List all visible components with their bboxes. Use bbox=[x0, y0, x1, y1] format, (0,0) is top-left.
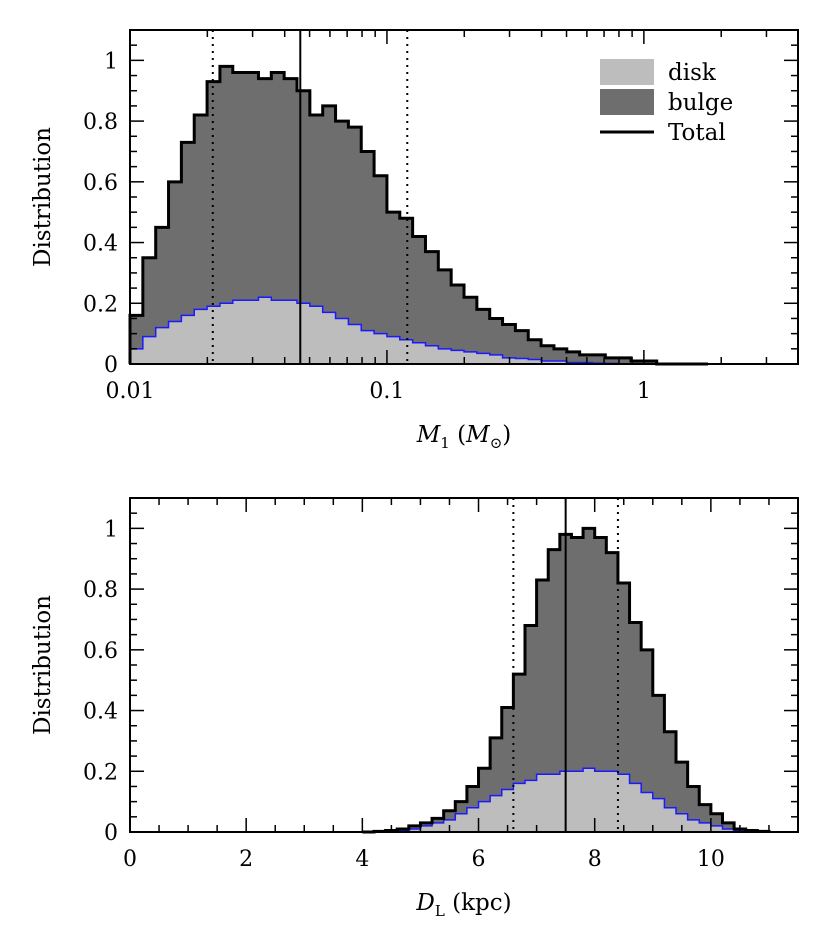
y-tick-label-1: 0.4 bbox=[83, 700, 118, 725]
y-tick-label-1: 0.8 bbox=[83, 578, 118, 603]
x-tick-label-0: 1 bbox=[637, 379, 651, 404]
y-tick-label-1: 0 bbox=[104, 821, 118, 846]
x-tick-label-0: 0.1 bbox=[369, 379, 404, 404]
y-tick-label-0: 0 bbox=[104, 353, 118, 378]
x-axis-label-0: M1 (M⊙) bbox=[416, 422, 512, 452]
total-outline-1 bbox=[362, 526, 771, 834]
y-tick-label-1: 0.6 bbox=[83, 639, 118, 664]
y-tick-label-1: 1 bbox=[104, 517, 118, 542]
bulge-area-0 bbox=[130, 66, 709, 364]
legend-label-total: Total bbox=[668, 120, 726, 146]
legend-swatch-bulge bbox=[600, 89, 654, 115]
x-tick-label-1: 4 bbox=[355, 847, 369, 872]
x-tick-label-1: 0 bbox=[123, 847, 137, 872]
disk-area-0 bbox=[130, 297, 709, 364]
legend-swatch-disk bbox=[600, 59, 654, 85]
x-axis-label-1: DL (kpc) bbox=[415, 890, 511, 920]
total-outline-0 bbox=[128, 64, 709, 366]
y-tick-label-1: 0.2 bbox=[83, 760, 118, 785]
legend-label-disk: disk bbox=[668, 60, 717, 86]
top-panel-mass: 0 0.2 0.4 0.6 0.8 1 0.01 0.1 1 Distribution M1 (M⊙… bbox=[30, 29, 799, 452]
x-tick-label-0: 0.01 bbox=[106, 379, 155, 404]
y-tick-label-0: 0.2 bbox=[83, 292, 118, 317]
y-tick-label-0: 0.8 bbox=[83, 110, 118, 135]
y-tick-label-0: 0.4 bbox=[83, 232, 118, 257]
legend-label-bulge: bulge bbox=[668, 90, 733, 116]
x-tick-label-1: 8 bbox=[588, 847, 602, 872]
plot-frame-1 bbox=[129, 497, 799, 833]
y-tick-label-0: 1 bbox=[104, 49, 118, 74]
x-tick-label-1: 10 bbox=[697, 847, 725, 872]
x-tick-label-1: 6 bbox=[472, 847, 486, 872]
y-tick-label-0: 0.6 bbox=[83, 171, 118, 196]
legend: disk bulge Total bbox=[600, 59, 733, 146]
y-axis-label-0: Distribution bbox=[30, 127, 56, 267]
x-tick-label-1: 2 bbox=[239, 847, 253, 872]
y-axis-label-1: Distribution bbox=[30, 595, 56, 735]
disk-outline-0 bbox=[129, 296, 709, 365]
